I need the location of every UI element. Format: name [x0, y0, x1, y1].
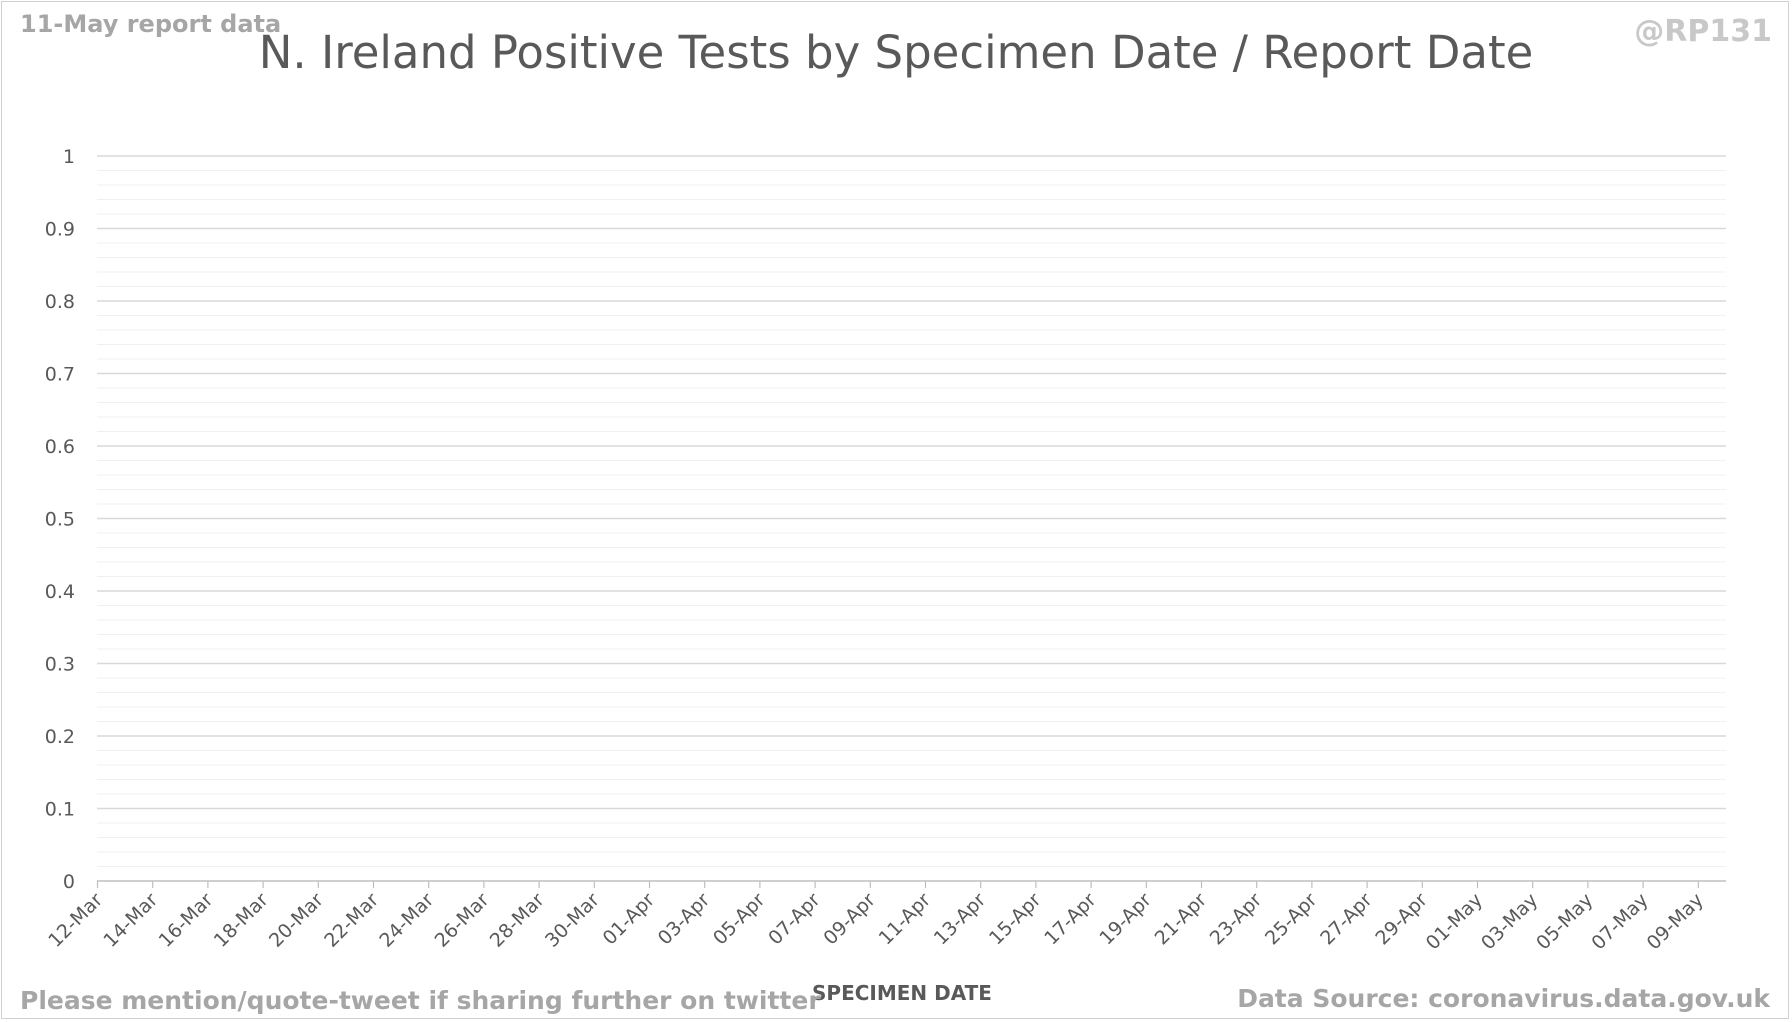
x-tick-label: 22-Mar	[320, 889, 383, 952]
x-tick-label: 28-Mar	[486, 889, 549, 952]
x-tick-label: 27-Apr	[1316, 889, 1377, 950]
x-tick-label: 13-Apr	[930, 889, 991, 950]
x-axis-title: SPECIMEN DATE	[812, 981, 992, 1005]
data-source: Data Source: coronavirus.data.gov.uk	[1237, 984, 1770, 1013]
x-axis: 12-Mar14-Mar16-Mar18-Mar20-Mar22-Mar24-M…	[44, 880, 1726, 954]
x-tick-label: 12-Mar	[44, 889, 107, 952]
y-tick-label: 0.7	[45, 364, 75, 386]
y-tick-label: 0.1	[45, 799, 75, 821]
x-tick-label: 03-May	[1477, 889, 1542, 954]
y-tick-label: 1	[63, 146, 75, 168]
x-tick-label: 14-Mar	[99, 889, 162, 952]
x-tick-label: 07-May	[1587, 889, 1652, 954]
x-tick-label: 09-May	[1643, 889, 1708, 954]
y-tick-label: 0.6	[45, 436, 75, 458]
share-note: Please mention/quote-tweet if sharing fu…	[20, 986, 821, 1015]
minor-gridlines	[97, 170, 1726, 867]
major-gridlines	[97, 155, 1726, 810]
x-tick-label: 05-Apr	[709, 889, 770, 950]
x-tick-label: 19-Apr	[1095, 889, 1156, 950]
x-tick-label: 20-Mar	[265, 889, 328, 952]
x-tick-label: 09-Apr	[819, 889, 880, 950]
x-tick-label: 05-May	[1532, 889, 1597, 954]
x-tick-label: 25-Apr	[1261, 889, 1322, 950]
y-tick-label: 0	[63, 871, 75, 893]
y-tick-label: 0.5	[45, 509, 75, 531]
x-tick-label: 17-Apr	[1040, 889, 1101, 950]
x-tick-label: 03-Apr	[654, 889, 715, 950]
x-tick-label: 26-Mar	[431, 889, 494, 952]
report-date-label: 11-May report data	[20, 10, 282, 38]
x-tick-label: 11-Apr	[875, 889, 936, 950]
author-handle: @RP131	[1634, 14, 1772, 49]
chart-title: N. Ireland Positive Tests by Specimen Da…	[258, 26, 1534, 79]
x-tick-label: 24-Mar	[375, 889, 438, 952]
y-tick-label: 0.9	[45, 219, 75, 241]
y-axis: 0 0.1 0.2 0.3 0.4 0.5 0.6 0.7 0.8 0.9 1	[45, 146, 75, 893]
x-tick-label: 01-Apr	[599, 889, 660, 950]
x-tick-label: 30-Mar	[541, 889, 604, 952]
x-tick-label: 15-Apr	[985, 889, 1046, 950]
x-tick-label: 23-Apr	[1206, 889, 1267, 950]
x-tick-label: 07-Apr	[764, 889, 825, 950]
y-tick-label: 0.2	[45, 726, 75, 748]
x-tick-label: 16-Mar	[155, 889, 218, 952]
x-tick-label: 01-May	[1422, 889, 1487, 954]
x-tick-label: 21-Apr	[1151, 889, 1212, 950]
y-tick-label: 0.3	[45, 654, 75, 676]
y-tick-label: 0.8	[45, 291, 75, 313]
x-tick-label: 18-Mar	[210, 889, 273, 952]
y-tick-label: 0.4	[45, 581, 75, 603]
